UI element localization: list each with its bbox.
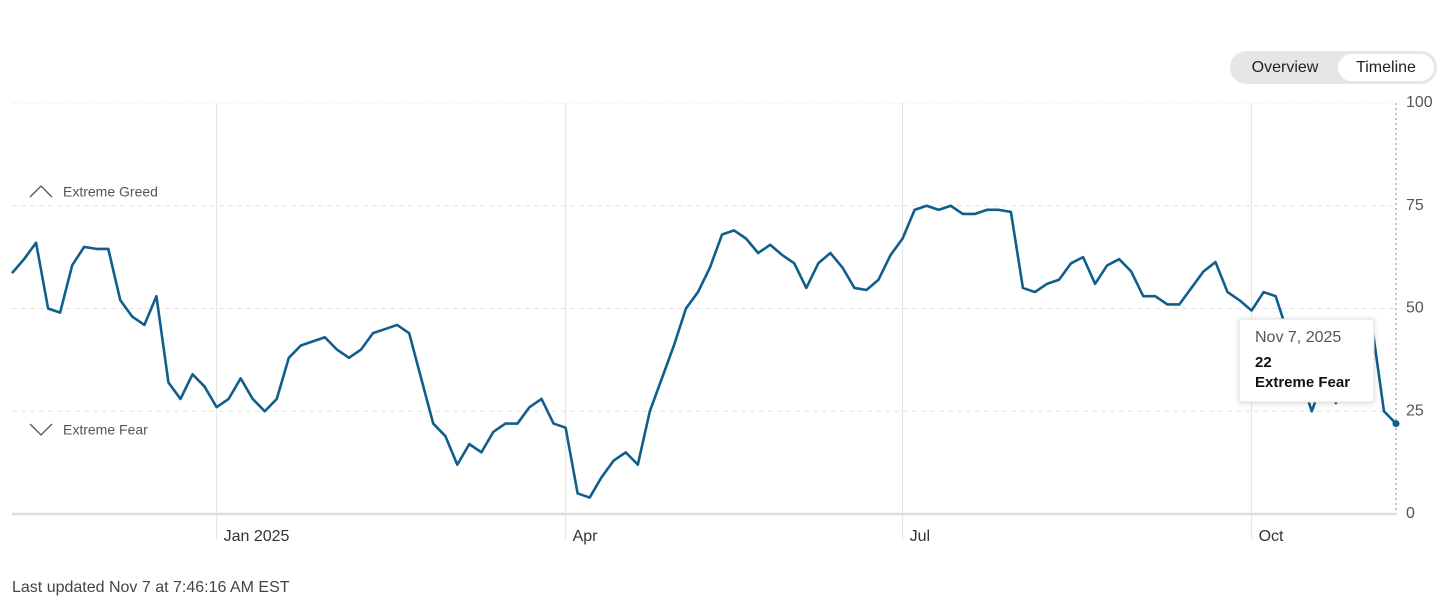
tooltip-value: 22	[1255, 354, 1272, 371]
x-tick-label: Apr	[573, 528, 599, 545]
current-point	[1392, 420, 1400, 428]
plot: 0 25 50 75 100 Jan 2025 Apr Jul Oct Nov 7, 2025 22…	[11, 94, 1433, 545]
greed-annotation: Extreme Greed	[63, 184, 158, 200]
footer: Last updated Nov 7 at 7:46:16 AM EST	[12, 579, 290, 596]
fear-chevron	[29, 423, 53, 436]
y-tick-label: 50	[1406, 300, 1424, 317]
toggle-active	[1338, 54, 1434, 81]
tooltip-rating: Extreme Fear	[1255, 374, 1350, 391]
x-tick-label: Jan 2025	[224, 528, 290, 545]
x-tick-label: Jul	[910, 528, 930, 545]
view-toggle: Overview Timeline	[1230, 51, 1437, 84]
greed-chevron	[29, 185, 53, 198]
y-tick-label: 25	[1406, 402, 1424, 419]
timeline-button[interactable]: Timeline	[1356, 59, 1416, 76]
y-tick-label: 75	[1406, 197, 1424, 214]
y-tick-label: 0	[1406, 505, 1415, 522]
tooltip-box	[1238, 318, 1375, 403]
series-line	[11, 204, 1397, 499]
y-tick-label: 100	[1406, 94, 1433, 111]
fear-annotation: Extreme Fear	[63, 422, 148, 438]
tooltip: Nov 7, 2025 22 Extreme Fear	[1238, 318, 1375, 403]
x-tick-label: Oct	[1259, 528, 1284, 545]
overview-button[interactable]: Overview	[1252, 59, 1319, 76]
tooltip-date: Nov 7, 2025	[1255, 329, 1341, 346]
